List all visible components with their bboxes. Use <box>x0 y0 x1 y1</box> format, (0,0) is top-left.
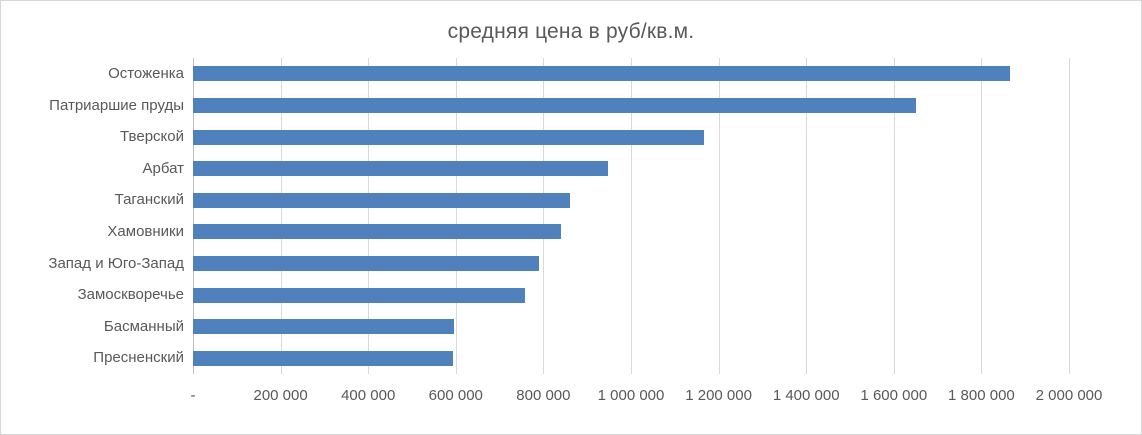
gridline <box>1069 58 1070 374</box>
y-axis-label: Хамовники <box>107 223 184 240</box>
bar-Таганский <box>193 192 571 208</box>
bar-Тверской <box>193 129 704 145</box>
x-axis-label: 200 000 <box>253 387 308 404</box>
gridline <box>806 58 808 374</box>
y-axis-label: Тверской <box>120 128 184 146</box>
y-axis-label: Патриаршие пруды <box>49 96 184 114</box>
gridline <box>893 58 895 374</box>
y-axis-label: Запад и Юго-Запад <box>48 254 184 272</box>
x-axis-label: 1 000 000 <box>597 387 665 404</box>
bar-Запад и Юго-Запад <box>193 255 540 271</box>
x-axis-label: 400 000 <box>341 387 396 404</box>
x-axis-label: 1 800 000 <box>948 387 1015 404</box>
bar-Патриаршие пруды <box>193 97 916 113</box>
y-axis-label: Замоскворечье <box>77 286 184 304</box>
y-axis-line <box>193 58 194 374</box>
gridline <box>981 58 983 374</box>
y-axis-label: Пресненский <box>93 349 184 367</box>
bar-Арбат <box>193 161 609 177</box>
gridline <box>455 58 457 374</box>
gridline <box>543 58 545 374</box>
x-axis-label: 1 600 000 <box>860 387 928 404</box>
gridline <box>280 58 282 374</box>
y-axis-label: Таганский <box>114 191 184 209</box>
bar-Басманный <box>193 319 455 335</box>
x-axis-label: - <box>190 387 196 404</box>
y-axis-label: Басманный <box>103 317 184 335</box>
y-axis-label: Остоженка <box>108 65 184 82</box>
x-axis-label: 600 000 <box>428 387 483 404</box>
bar-Хамовники <box>193 224 561 240</box>
bar-Замоскворечье <box>193 287 525 303</box>
x-axis-label: 1 400 000 <box>772 387 840 404</box>
gridline <box>631 58 632 374</box>
plot-area: Остоженка Патриаршие пруды Тверской Арбат Та… <box>48 58 1102 404</box>
chart-title: средняя цена в руб/кв.м. <box>447 20 695 43</box>
x-axis-label: 2 000 000 <box>1035 387 1103 404</box>
gridline <box>368 58 370 374</box>
x-axis-label: 800 000 <box>516 387 571 404</box>
bar-Пресненский <box>193 350 454 366</box>
gridline <box>718 58 720 374</box>
y-axis-label: Арбат <box>142 159 184 177</box>
x-axis-label: 1 200 000 <box>685 387 752 404</box>
bar-Остоженка <box>193 66 1011 82</box>
